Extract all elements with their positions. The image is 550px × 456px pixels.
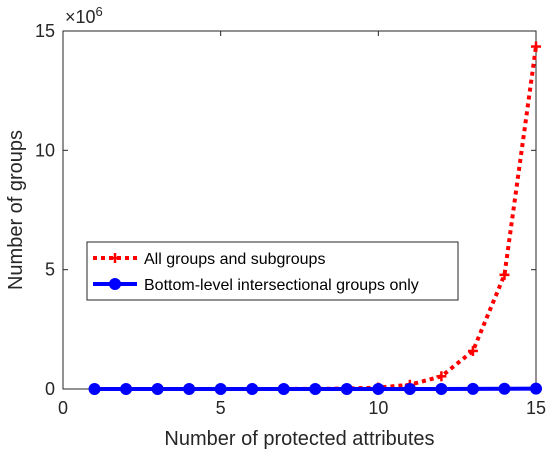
data-point bbox=[340, 382, 353, 395]
data-point bbox=[246, 382, 259, 395]
legend-label: All groups and subgroups bbox=[144, 251, 325, 268]
data-point bbox=[403, 382, 416, 395]
data-point bbox=[151, 382, 164, 395]
legend-label: Bottom-level intersectional groups only bbox=[144, 277, 419, 294]
series-layer bbox=[88, 41, 542, 395]
axis-layer: 0 5 10 15 0 5 10 15 ×106 Number of protected attr… bbox=[5, 4, 546, 450]
data-point bbox=[372, 382, 385, 395]
x-axis-label: Number of protected attributes bbox=[164, 428, 434, 450]
data-point bbox=[120, 382, 133, 395]
data-point bbox=[498, 382, 511, 395]
data-point bbox=[183, 382, 196, 395]
legend-marker bbox=[110, 253, 120, 263]
x-tick-label: 15 bbox=[526, 398, 546, 418]
plot-area bbox=[63, 31, 536, 389]
data-point bbox=[466, 382, 479, 395]
y-tick-label: 5 bbox=[45, 260, 55, 280]
data-point bbox=[530, 382, 542, 395]
plot-layer bbox=[63, 31, 536, 389]
legend-item: Bottom-level intersectional groups only bbox=[93, 277, 419, 294]
y-tick-label: 0 bbox=[45, 379, 55, 399]
y-tick-label: 10 bbox=[35, 140, 55, 160]
data-point bbox=[436, 371, 447, 382]
data-point bbox=[499, 269, 510, 280]
data-point bbox=[435, 382, 448, 395]
data-point bbox=[214, 382, 227, 395]
y-tick-label: 15 bbox=[35, 21, 55, 41]
data-point bbox=[309, 382, 322, 395]
legend-marker bbox=[109, 278, 121, 290]
x-tick-label: 10 bbox=[368, 398, 388, 418]
x-tick-label: 5 bbox=[216, 398, 226, 418]
legend-box bbox=[86, 241, 459, 301]
legend-item: All groups and subgroups bbox=[93, 251, 325, 268]
series-bottom-level bbox=[88, 382, 542, 395]
y-axis-label: Number of groups bbox=[5, 130, 27, 290]
data-point bbox=[467, 345, 478, 356]
data-point bbox=[531, 41, 541, 52]
data-point bbox=[88, 382, 101, 395]
y-exponent-label: ×106 bbox=[65, 4, 103, 27]
x-tick-label: 0 bbox=[58, 398, 68, 418]
legend: All groups and subgroups Bottom-level int… bbox=[86, 241, 459, 301]
data-point bbox=[277, 382, 290, 395]
